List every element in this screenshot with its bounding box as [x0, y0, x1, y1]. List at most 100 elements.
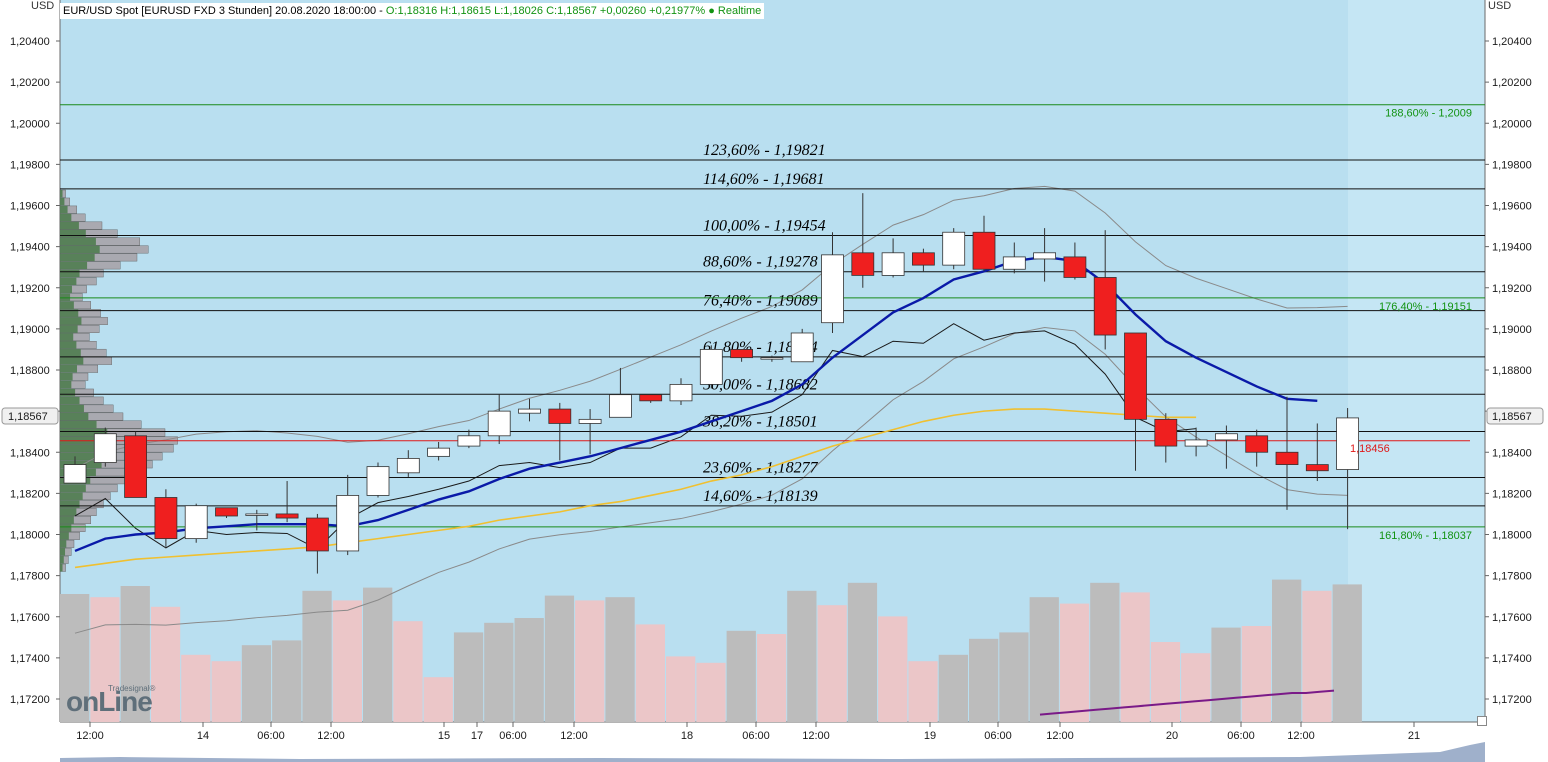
volume-bar [575, 600, 605, 722]
volume-bar [1120, 592, 1150, 722]
y-tick-label-right: 1,18800 [1492, 365, 1532, 377]
candlesticks [63, 193, 1359, 574]
y-tick-label-right: 1,19400 [1492, 242, 1532, 254]
candle-body [669, 383, 693, 402]
ema-slow-line [74, 408, 1197, 569]
volume-bar [60, 594, 90, 722]
y-tick-label-left: 1,18400 [10, 447, 50, 459]
candle [972, 215, 996, 272]
volume-bar [1059, 603, 1090, 722]
volume-profile-core [60, 388, 76, 397]
volume-bar [393, 621, 423, 722]
candle-body [1033, 252, 1056, 260]
volume-profile-row [59, 372, 89, 381]
y-tick-label-left: 1,20400 [10, 36, 50, 48]
volume-bar [969, 638, 999, 722]
currency-label-right: USD [1488, 0, 1512, 12]
candle-body [1063, 256, 1087, 278]
volume-profile-row [59, 555, 69, 564]
candle [1154, 413, 1178, 463]
x-tick-label: 12:00 [802, 730, 830, 742]
resize-handle[interactable] [1477, 716, 1487, 726]
candle-body [366, 466, 390, 496]
volume-profile-row [59, 301, 91, 310]
volume-profile-core [60, 341, 77, 349]
red-level-label: 1,18456 [1350, 443, 1390, 455]
logo-brand: onLine [66, 686, 153, 717]
x-tick-label: 06:00 [984, 730, 1012, 742]
volume-profile-row [59, 348, 107, 357]
candle-body [154, 497, 178, 540]
volume-profile-core [60, 237, 96, 246]
candle [305, 513, 329, 574]
candle-body [760, 357, 784, 360]
volume-profile-row [59, 508, 97, 516]
y-tick-label-left: 1,18200 [10, 488, 50, 500]
volume-bar [635, 624, 665, 722]
volume-bar [120, 586, 150, 722]
volume-bar [1272, 579, 1302, 722]
candle-body [215, 507, 238, 517]
ohlc-readout: O:1,18316 H:1,18615 L:1,18026 C:1,18567 … [385, 5, 706, 17]
volume-profile-core [60, 484, 86, 492]
volume-profile-core [60, 253, 95, 262]
candle [760, 355, 784, 362]
volume-profile-core [60, 381, 72, 389]
volume-profile-core [60, 190, 63, 198]
candle-body [275, 513, 299, 519]
candle [1063, 242, 1087, 280]
volume-bar [605, 597, 635, 722]
candle [1033, 228, 1056, 282]
candle [548, 402, 572, 461]
candle-body [396, 458, 420, 474]
candle-body [942, 231, 966, 266]
candle-body [457, 435, 481, 447]
volume-profile-core [60, 540, 67, 548]
y-tick-label-left: 1,17400 [10, 653, 50, 665]
volume-profile-row [59, 396, 104, 405]
y-tick-label-right: 1,19000 [1492, 324, 1532, 336]
upper-band-line [74, 185, 1348, 470]
volume-bar [453, 632, 484, 722]
x-axis-panel [0, 722, 1548, 762]
candle [821, 232, 844, 333]
y-tick-label-right: 1,17200 [1492, 694, 1532, 706]
volume-profile-core [60, 373, 73, 381]
currency-label-left: USD [31, 0, 55, 12]
candle-body [821, 254, 844, 324]
volume-bar [817, 605, 847, 722]
volume-bar [514, 618, 544, 722]
volume-profile-row [59, 492, 111, 501]
volume-profile-core [60, 452, 106, 461]
volume-profile-row [59, 563, 66, 572]
candle [457, 429, 481, 449]
chart-header: EUR/USD Spot [EURUSD FXD 3 Stunden] 20.0… [60, 3, 765, 19]
x-tick-label: 06:00 [1227, 730, 1255, 742]
candle [1305, 423, 1329, 482]
x-tick-label: 06:00 [257, 730, 285, 742]
volume-bar [999, 632, 1029, 722]
candle [639, 394, 663, 403]
volume-profile-row [59, 547, 72, 556]
candle-body [305, 517, 329, 552]
candle [699, 345, 723, 389]
candle-body [972, 231, 996, 270]
y-tick-label-right: 1,19600 [1492, 201, 1532, 213]
volume-bar [756, 634, 787, 722]
candle-body [93, 433, 117, 463]
logo-vendor: Tradesignal® [108, 684, 156, 693]
instrument-title: EUR/USD Spot [EURUSD FXD 3 Stunden] 20.0… [63, 5, 386, 17]
volume-profile-core [60, 221, 79, 230]
volume-profile-core [60, 556, 64, 564]
volume-bar [726, 630, 756, 722]
volume-bar [1150, 642, 1181, 722]
volume-profile-row [59, 539, 75, 548]
candle [578, 409, 602, 455]
x-tick-label: 12:00 [1287, 730, 1315, 742]
volume-profile-core [60, 205, 68, 214]
mini-navigator[interactable] [60, 742, 1485, 762]
middle-band-line [74, 323, 1197, 550]
volume-profile-row [59, 269, 104, 278]
volume-bar [696, 662, 726, 722]
